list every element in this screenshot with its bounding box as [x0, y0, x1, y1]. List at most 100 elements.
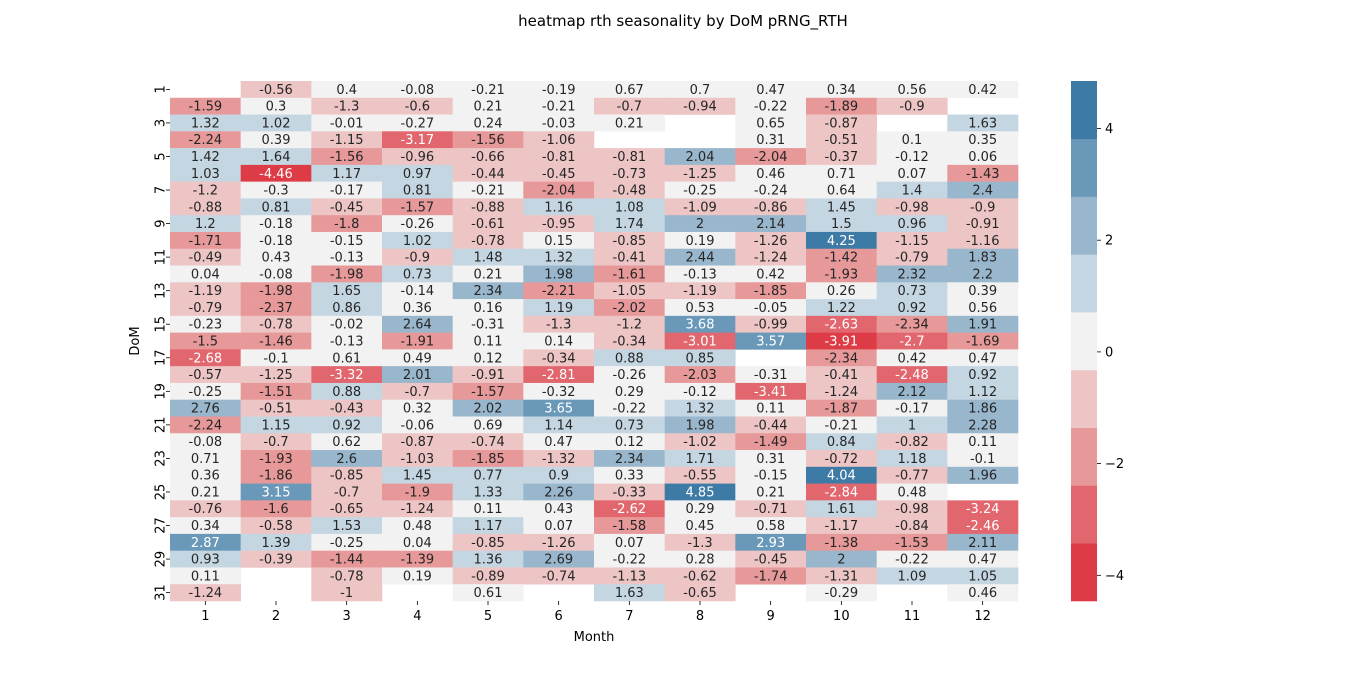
- cell-value-label: -1.15: [330, 133, 364, 148]
- heatmap-cell: [664, 265, 736, 283]
- cell-value-label: -0.13: [330, 335, 364, 350]
- heatmap-cell: [806, 399, 877, 417]
- heatmap-cell: [523, 231, 595, 250]
- cell-value-label: -0.18: [259, 217, 293, 232]
- heatmap-cell: [735, 366, 807, 384]
- heatmap-cell: [452, 97, 524, 115]
- cell-value-label: -1.38: [825, 536, 859, 551]
- heatmap-cell: [240, 382, 312, 401]
- cell-value-label: -2.84: [825, 485, 859, 500]
- x-tick-label: 5: [484, 609, 492, 624]
- heatmap-cell: [947, 198, 1019, 216]
- cell-value-label: -0.87: [825, 116, 859, 131]
- heatmap-cell: [806, 131, 877, 149]
- cell-value-label: -0.31: [754, 368, 788, 383]
- heatmap-cell: [523, 97, 595, 115]
- cell-value-label: -0.01: [330, 116, 364, 131]
- heatmap-cell: [311, 567, 383, 585]
- heatmap-cell: [806, 97, 877, 115]
- y-axis-label: DoM: [128, 326, 143, 355]
- heatmap-cell: [240, 416, 312, 434]
- cell-value-label: 1.91: [968, 318, 997, 333]
- cell-value-label: 0.11: [191, 569, 220, 584]
- cell-value-label: -0.03: [542, 116, 576, 131]
- cell-value-label: -1.31: [825, 569, 859, 584]
- cell-value-label: -0.12: [683, 385, 717, 400]
- heatmap-cell: [382, 181, 453, 199]
- heatmap-cell: [806, 198, 877, 216]
- heatmap-cell: [452, 366, 524, 384]
- cell-value-label: 1.65: [332, 284, 361, 299]
- heatmap-cell: [664, 81, 736, 99]
- y-tick-label: 21: [154, 417, 169, 434]
- cell-value-label: 0.64: [827, 184, 856, 199]
- cell-value-label: 0.53: [686, 301, 715, 316]
- cell-value-label: 0.47: [968, 351, 997, 366]
- cell-value-label: 3.65: [544, 402, 573, 417]
- heatmap-cell: [240, 483, 312, 501]
- heatmap-cell: [806, 231, 877, 250]
- cell-value-label: 1.39: [262, 536, 291, 551]
- heatmap-cell: [806, 366, 877, 384]
- cell-value-label: 1.33: [474, 485, 503, 500]
- heatmap-cell: [523, 450, 595, 468]
- heatmap-cell: [664, 500, 736, 518]
- cell-value-label: 2.64: [403, 318, 432, 333]
- cell-value-label: -0.43: [330, 402, 364, 417]
- cell-value-label: -1.8: [334, 217, 359, 232]
- cell-value-label: -0.66: [471, 150, 505, 165]
- cell-value-label: -1.42: [825, 251, 859, 266]
- heatmap-cell: [664, 198, 736, 216]
- heatmap-cell: [735, 248, 807, 266]
- heatmap-cell: [523, 332, 595, 350]
- heatmap-cell: [594, 567, 665, 585]
- heatmap-cell: [311, 231, 383, 250]
- cell-value-label: 0.42: [898, 351, 927, 366]
- cell-value-label: 1.2: [195, 217, 216, 232]
- heatmap-cell: [311, 399, 383, 417]
- y-tick-label: 19: [154, 383, 169, 400]
- heatmap-cell: [876, 433, 948, 451]
- cell-value-label: 0.36: [403, 301, 432, 316]
- heatmap-cell: [240, 466, 312, 484]
- heatmap-cell: [876, 567, 948, 585]
- heatmap-cell: [452, 198, 524, 216]
- heatmap-cell: [311, 483, 383, 501]
- cell-value-label: -0.48: [613, 184, 647, 199]
- heatmap-cell: [311, 265, 383, 283]
- heatmap-cell: [876, 164, 948, 182]
- cell-value-label: 1.02: [262, 116, 291, 131]
- heatmap-cell: [594, 148, 665, 166]
- cell-value-label: -1.09: [683, 200, 717, 215]
- heatmap-cell: [735, 500, 807, 518]
- heatmap-cell: [382, 500, 453, 518]
- colorbar-tick-label: 2: [1105, 234, 1113, 249]
- cell-value-label: -0.49: [189, 251, 223, 266]
- heatmap-cell: [311, 315, 383, 333]
- heatmap-cell: [311, 466, 383, 484]
- heatmap-cell: [947, 181, 1019, 199]
- heatmap-cell: [594, 97, 665, 115]
- cell-value-label: -0.72: [825, 452, 859, 467]
- heatmap-cell: [735, 198, 807, 216]
- cell-value-label: 1.14: [544, 418, 573, 433]
- heatmap-cell: [523, 299, 595, 317]
- heatmap-cell: [240, 164, 312, 182]
- heatmap-cell: [735, 416, 807, 434]
- cell-value-label: -0.3: [263, 184, 288, 199]
- cell-value-label: -0.98: [895, 502, 929, 517]
- cell-value-label: 0.43: [262, 251, 291, 266]
- cell-value-label: 0.71: [827, 167, 856, 182]
- heatmap-cell: [240, 349, 312, 367]
- cell-value-label: 0.29: [686, 502, 715, 517]
- cell-value-label: -1.25: [683, 167, 717, 182]
- colorbar-tick-label: −2: [1105, 457, 1124, 472]
- heatmap-cells: -0.56 0.4 -0.08 -0.21 -0.19 0.67 0.7 0.47 0.34 0.…: [170, 81, 1019, 602]
- heatmap-cell: [311, 517, 383, 535]
- heatmap-cell: [806, 382, 877, 401]
- cell-value-label: 0.92: [968, 368, 997, 383]
- heatmap-cell: [523, 131, 595, 149]
- x-tick-label: 12: [974, 609, 991, 624]
- heatmap-cell: [382, 131, 453, 149]
- cell-value-label: -2.7: [899, 335, 924, 350]
